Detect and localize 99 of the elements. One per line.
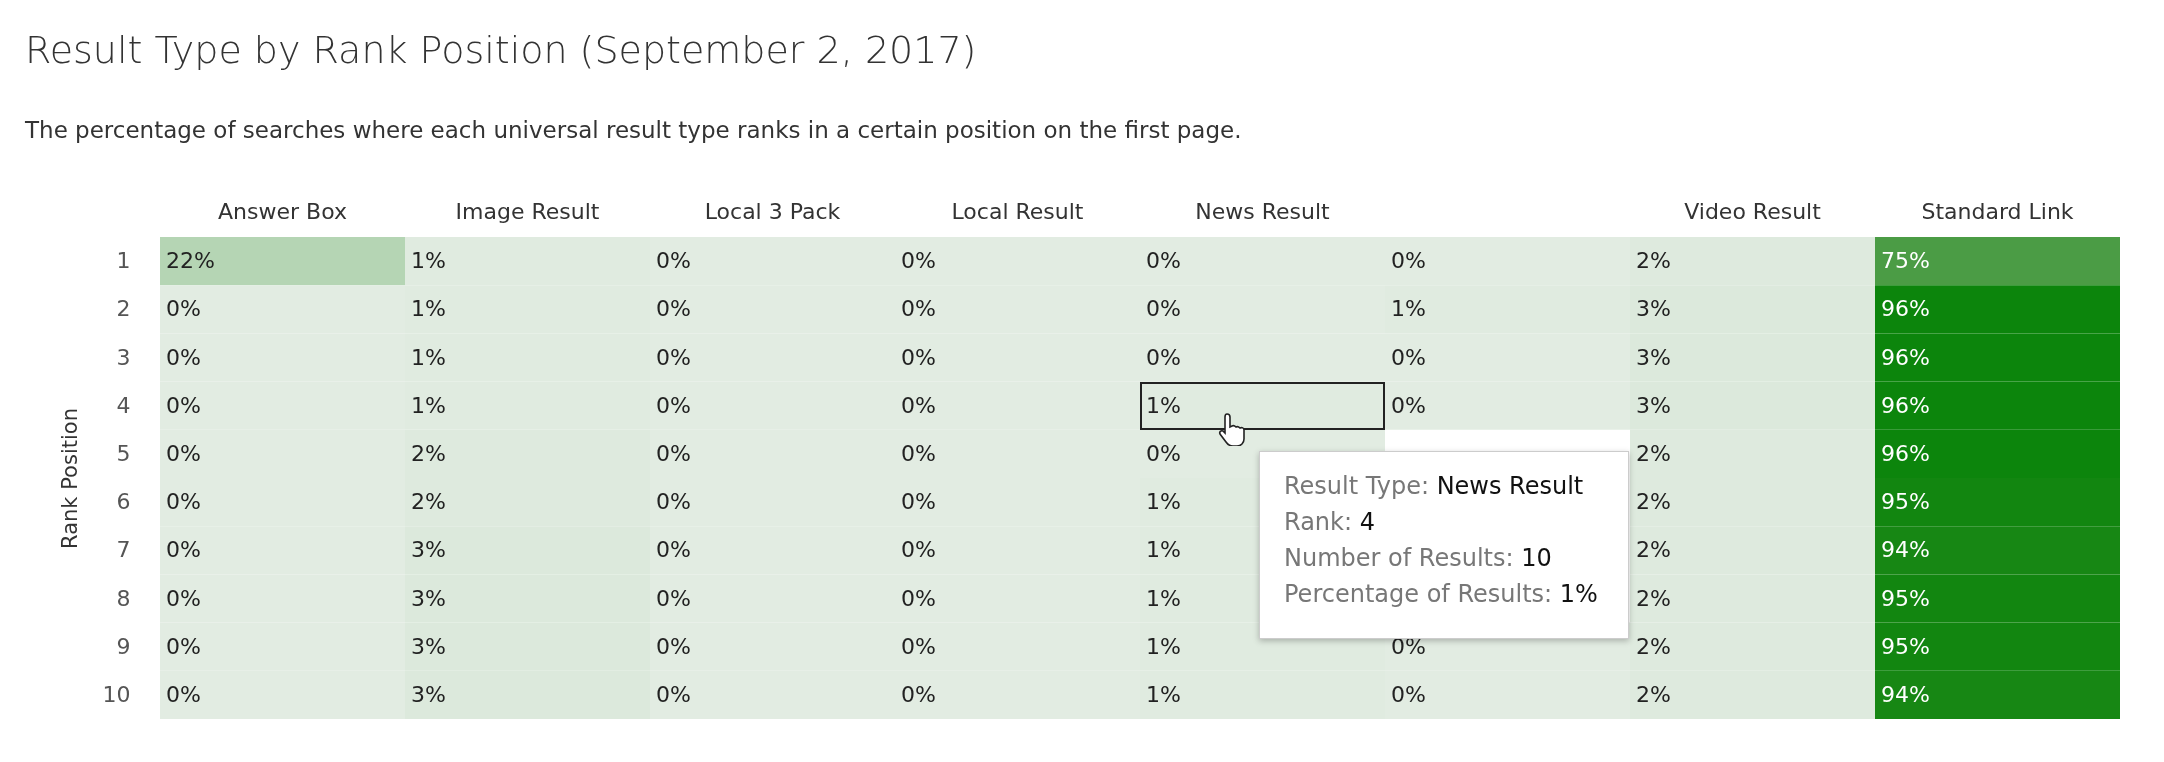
y-tick-label: 6 (116, 489, 131, 515)
chart-title: Result Type by Rank Position (September 2, 2017) (25, 28, 977, 72)
data-label: 0% (656, 248, 691, 274)
data-label: 1% (411, 392, 446, 418)
data-label: 3% (411, 681, 446, 707)
data-label: 95% (1881, 585, 1930, 611)
data-label: 2% (1636, 248, 1671, 274)
data-label: 0% (1391, 344, 1426, 370)
chart-subtitle: The percentage of searches where each universal result type ranks in a certain position on the first page. (24, 117, 1242, 143)
y-tick-label: 7 (116, 537, 131, 563)
data-label: 3% (1636, 344, 1671, 370)
data-label: 1% (1146, 633, 1181, 659)
data-label: 1% (1146, 681, 1181, 707)
data-label: 0% (1391, 681, 1426, 707)
data-label: 96% (1881, 392, 1930, 418)
data-label: 0% (656, 440, 691, 466)
data-label: 0% (166, 585, 201, 611)
data-label: 95% (1881, 489, 1930, 515)
data-label: 0% (656, 296, 691, 322)
data-label: 0% (166, 440, 201, 466)
data-label: 94% (1881, 681, 1930, 707)
data-label: 1% (411, 344, 446, 370)
data-label: 0% (656, 537, 691, 563)
data-label: 75% (1881, 248, 1930, 274)
data-label: 3% (411, 537, 446, 563)
data-label: 0% (901, 344, 936, 370)
data-label: 3% (1636, 296, 1671, 322)
x-tick-label: Local Result (951, 198, 1084, 224)
data-label: 0% (166, 296, 201, 322)
data-label: 3% (411, 585, 446, 611)
data-label: 0% (166, 344, 201, 370)
y-axis-title: Rank Position (57, 408, 82, 549)
x-tick-label: Image Result (455, 198, 600, 224)
annotation: Number of Results: 10 (1284, 544, 1552, 572)
data-label: 1% (1391, 296, 1426, 322)
data-label: 96% (1881, 296, 1930, 322)
data-label: 0% (901, 681, 936, 707)
data-label: 0% (901, 537, 936, 563)
data-label: 3% (411, 633, 446, 659)
data-label: 0% (901, 248, 936, 274)
data-label: 1% (1146, 489, 1181, 515)
data-label: 96% (1881, 440, 1930, 466)
x-tick-label: Local 3 Pack (704, 198, 841, 224)
data-label: 0% (656, 392, 691, 418)
data-label: 0% (901, 440, 936, 466)
data-label: 0% (901, 633, 936, 659)
data-label: 0% (1391, 392, 1426, 418)
annotation: Result Type: News Result (1284, 472, 1584, 500)
data-label: 2% (1636, 537, 1671, 563)
data-label: 2% (1636, 681, 1671, 707)
data-label: 0% (1146, 344, 1181, 370)
data-label: 0% (656, 633, 691, 659)
data-label: 0% (656, 681, 691, 707)
data-label: 2% (1636, 440, 1671, 466)
y-tick-label: 1 (116, 248, 131, 274)
data-label: 2% (1636, 489, 1671, 515)
data-label: 0% (656, 489, 691, 515)
y-tick-label: 10 (102, 681, 131, 707)
y-tick-label: 2 (116, 296, 131, 322)
data-label: 1% (1146, 537, 1181, 563)
data-label: 0% (901, 392, 936, 418)
data-label: 0% (166, 537, 201, 563)
x-tick-label: Answer Box (218, 198, 347, 224)
data-label: 0% (1391, 248, 1426, 274)
x-tick-label: Standard Link (1921, 198, 2074, 224)
data-label: 22% (166, 248, 215, 274)
data-label: 0% (1146, 440, 1181, 466)
annotation: Rank: 4 (1284, 508, 1375, 536)
data-label: 1% (1146, 585, 1181, 611)
y-tick-label: 8 (116, 585, 131, 611)
data-label: 0% (1146, 248, 1181, 274)
data-label: 94% (1881, 537, 1930, 563)
data-label: 1% (1146, 392, 1181, 418)
data-label: 3% (1636, 392, 1671, 418)
data-label: 2% (411, 489, 446, 515)
data-label: 0% (166, 392, 201, 418)
data-label: 2% (411, 440, 446, 466)
x-tick-label: Video Result (1684, 198, 1822, 224)
y-tick-label: 9 (116, 633, 131, 659)
data-label: 0% (901, 296, 936, 322)
data-label: 0% (656, 344, 691, 370)
data-label: 2% (1636, 585, 1671, 611)
data-label: 1% (411, 296, 446, 322)
data-label: 0% (166, 633, 201, 659)
data-label: 0% (901, 489, 936, 515)
data-label: 0% (1146, 296, 1181, 322)
data-label: 0% (166, 681, 201, 707)
y-tick-label: 5 (116, 440, 131, 466)
data-label: 1% (411, 248, 446, 274)
data-label: 0% (166, 489, 201, 515)
y-tick-label: 3 (116, 344, 131, 370)
data-label: 95% (1881, 633, 1930, 659)
x-tick-label: News Result (1195, 198, 1331, 224)
annotation: Percentage of Results: 1% (1284, 580, 1598, 608)
y-tick-label: 4 (116, 392, 131, 418)
data-label: 2% (1636, 633, 1671, 659)
data-label: 0% (901, 585, 936, 611)
data-label: 96% (1881, 344, 1930, 370)
data-label: 0% (656, 585, 691, 611)
